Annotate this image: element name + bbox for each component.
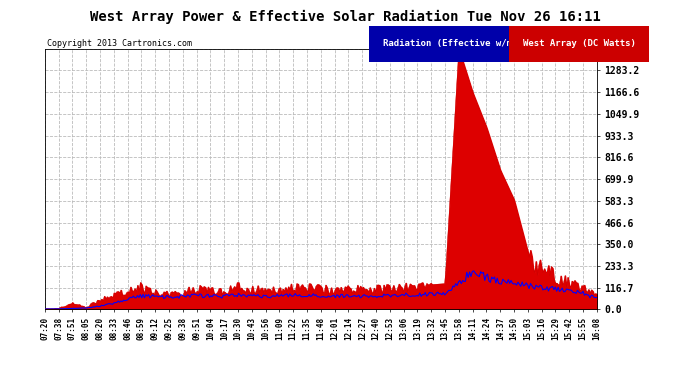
Text: West Array (DC Watts): West Array (DC Watts) [523, 39, 636, 48]
Text: Copyright 2013 Cartronics.com: Copyright 2013 Cartronics.com [47, 39, 192, 48]
Text: Radiation (Effective w/m2): Radiation (Effective w/m2) [383, 39, 523, 48]
Text: West Array Power & Effective Solar Radiation Tue Nov 26 16:11: West Array Power & Effective Solar Radia… [90, 9, 600, 24]
